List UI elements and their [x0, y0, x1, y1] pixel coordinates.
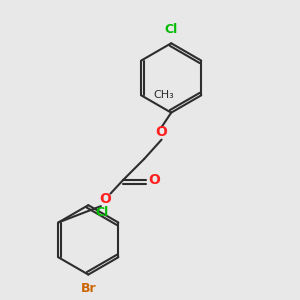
- Text: Br: Br: [80, 282, 96, 295]
- Text: Cl: Cl: [95, 206, 109, 219]
- Text: CH₃: CH₃: [154, 90, 174, 100]
- Text: Cl: Cl: [165, 22, 178, 35]
- Text: O: O: [156, 125, 167, 139]
- Text: O: O: [100, 192, 112, 206]
- Text: O: O: [148, 173, 160, 187]
